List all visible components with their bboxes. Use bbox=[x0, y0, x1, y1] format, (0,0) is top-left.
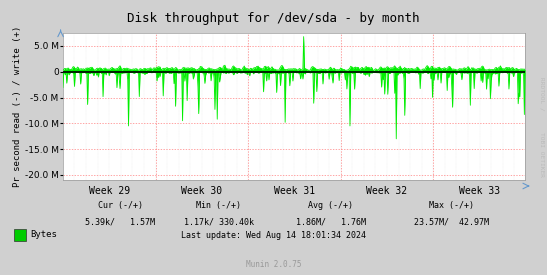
Text: Week 30: Week 30 bbox=[181, 186, 223, 196]
Text: Week 33: Week 33 bbox=[459, 186, 500, 196]
Text: Avg (-/+): Avg (-/+) bbox=[309, 201, 353, 210]
Text: 1.86M/   1.76M: 1.86M/ 1.76M bbox=[296, 217, 366, 226]
Text: 1.17k/ 330.40k: 1.17k/ 330.40k bbox=[184, 217, 254, 226]
Y-axis label: Pr second read (-) / write (+): Pr second read (-) / write (+) bbox=[13, 26, 22, 187]
Text: Week 32: Week 32 bbox=[366, 186, 408, 196]
Text: Disk throughput for /dev/sda - by month: Disk throughput for /dev/sda - by month bbox=[127, 12, 420, 25]
Text: Week 29: Week 29 bbox=[89, 186, 130, 196]
Text: Last update: Wed Aug 14 18:01:34 2024: Last update: Wed Aug 14 18:01:34 2024 bbox=[181, 231, 366, 240]
Text: Max (-/+): Max (-/+) bbox=[429, 201, 474, 210]
Text: Cur (-/+): Cur (-/+) bbox=[98, 201, 143, 210]
Text: Week 31: Week 31 bbox=[274, 186, 315, 196]
Text: RRDTOOL /: RRDTOOL / bbox=[539, 77, 544, 111]
Text: Munin 2.0.75: Munin 2.0.75 bbox=[246, 260, 301, 269]
Text: 23.57M/  42.97M: 23.57M/ 42.97M bbox=[414, 217, 489, 226]
Text: 5.39k/   1.57M: 5.39k/ 1.57M bbox=[85, 217, 155, 226]
Text: Min (-/+): Min (-/+) bbox=[196, 201, 241, 210]
Text: Bytes: Bytes bbox=[30, 230, 57, 239]
Text: TOBI OETIKER: TOBI OETIKER bbox=[539, 132, 544, 177]
